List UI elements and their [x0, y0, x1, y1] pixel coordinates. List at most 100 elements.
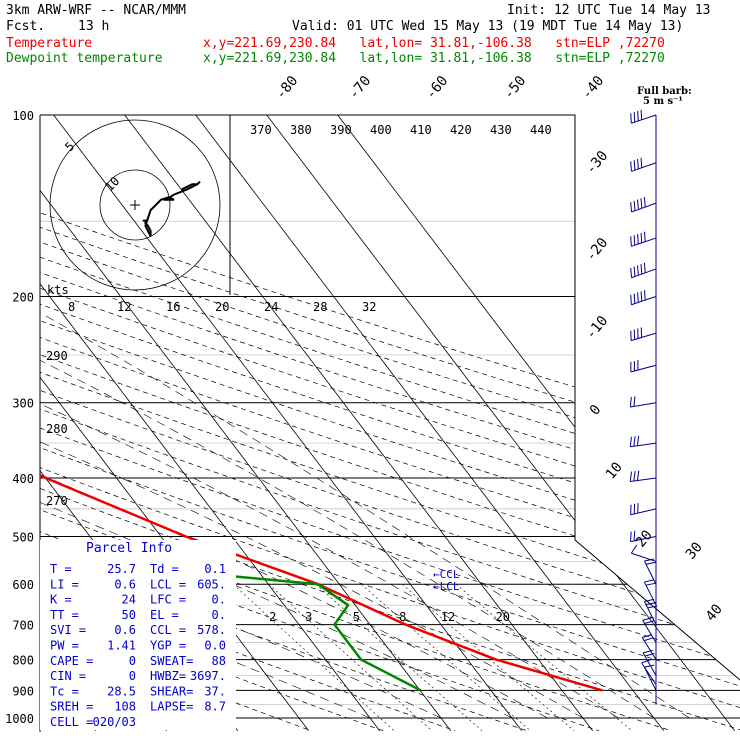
- wind-barb-shaft: [631, 268, 657, 279]
- wind-barb-flag: [644, 231, 646, 242]
- theta-left-label: 290: [46, 349, 68, 363]
- wind-barb-flag: [643, 197, 646, 208]
- wind-barb: [641, 659, 657, 685]
- pressure-tick-label: 700: [12, 619, 34, 633]
- isotherm-line: [266, 115, 735, 732]
- wind-barb-flag: [633, 266, 636, 277]
- parcel-info-key: Tc =: [50, 684, 79, 698]
- isotherm-line: [124, 115, 593, 732]
- wind-barb-shaft: [631, 114, 657, 124]
- wind-barb-flag: [643, 262, 646, 273]
- wind-barb-flag: [640, 109, 643, 120]
- parcel-info-value: 24: [122, 593, 136, 607]
- isotherm-label: -80: [273, 73, 302, 103]
- isotherm-label: 0: [587, 402, 605, 419]
- parcel-info-key: Td =: [150, 562, 179, 576]
- wind-barb-flag: [637, 292, 639, 303]
- ccl-marker: ←CCL: [433, 568, 460, 581]
- parcel-info-value: 50: [122, 608, 136, 622]
- theta-label: 400: [370, 123, 392, 137]
- isotherm-label: 30: [683, 539, 706, 562]
- parcel-info-value: 605.: [197, 577, 226, 591]
- wind-barb-flag: [633, 471, 636, 482]
- parcel-info-value: 020/03: [93, 715, 136, 729]
- barb-legend-title: Full barb:: [637, 86, 692, 97]
- parcel-info-key: PW =: [50, 639, 79, 653]
- pressure-tick-label: 200: [12, 291, 34, 305]
- wind-barb-flag: [640, 291, 643, 302]
- parcel-info-value: 0.: [212, 608, 226, 622]
- wind-barb-shaft: [642, 620, 657, 643]
- model-title: 3km ARW-WRF -- NCAR/MMM: [6, 3, 187, 18]
- theta-label: 440: [530, 123, 552, 137]
- hodograph-outer-ring: [49, 119, 221, 291]
- wind-barb-flag: [644, 620, 655, 624]
- pressure-tick-label: 800: [12, 654, 34, 668]
- wind-barb-flag: [629, 436, 632, 447]
- wind-barb-flag: [633, 112, 636, 123]
- parcel-info-key: CCL =: [150, 623, 186, 637]
- wind-barb: [641, 634, 657, 660]
- wind-barb-flag: [640, 232, 643, 243]
- wind-barb-flag: [640, 198, 643, 209]
- isotherm-line: [195, 115, 664, 732]
- pressure-tick-label: 900: [12, 684, 34, 698]
- wind-barb-flag: [630, 161, 632, 172]
- parcel-info-value: 3697.: [190, 669, 226, 683]
- wind-barb-flag: [633, 436, 636, 447]
- parcel-info-value: 0.1: [204, 562, 226, 576]
- wind-barb: [642, 617, 657, 643]
- theta-left-label: 280: [46, 422, 68, 436]
- hodograph-ring-label: 5: [62, 139, 77, 154]
- wind-barb-shaft: [630, 402, 657, 408]
- wind-barb-shaft: [631, 162, 657, 172]
- parcel-info-title: Parcel Info: [86, 541, 172, 556]
- parcel-info-key: LAPSE=: [150, 700, 193, 714]
- temperature-profile: [40, 115, 603, 692]
- plot-frame-top-right: [40, 114, 740, 681]
- wind-barb: [630, 262, 657, 279]
- wind-barb-flag: [644, 558, 655, 562]
- wind-barb: [630, 544, 657, 562]
- mixing-ratio-line: [315, 583, 483, 732]
- hodograph-inner-ring: [99, 169, 171, 241]
- mixing-ratio-label: 20: [496, 610, 510, 624]
- wind-barb-flag: [637, 110, 639, 121]
- wind-barb-shaft: [630, 508, 657, 516]
- parcel-info-key: SVI =: [50, 623, 86, 637]
- parcel-info-value: 0.6: [114, 623, 136, 637]
- wind-barb-flag: [637, 199, 639, 210]
- hodograph-speed-label: 12: [117, 300, 131, 314]
- wind-barb-flag: [644, 664, 655, 668]
- parcel-info-key: CAPE =: [50, 654, 93, 668]
- wind-barb-flag: [645, 582, 656, 586]
- theta-label: 390: [330, 123, 352, 137]
- temperature-legend: Temperature: [6, 36, 93, 51]
- mixing-ratio-label: 5: [353, 610, 360, 624]
- wind-barb-flag: [633, 293, 636, 304]
- wind-barb: [643, 664, 657, 691]
- theta-label: 420: [450, 123, 472, 137]
- parcel-info-value: 25.7: [107, 562, 136, 576]
- wind-barb-flag: [644, 579, 655, 583]
- theta-label: 410: [410, 123, 432, 137]
- wind-barb-flag: [647, 605, 658, 609]
- parcel-info-value: 0: [129, 654, 136, 668]
- parcel-info-value: 8.7: [204, 700, 226, 714]
- dry-adiabat-line: [40, 115, 740, 732]
- hodograph-speed-label: 20: [215, 300, 229, 314]
- parcel-info-value: 0.: [212, 593, 226, 607]
- moist-adiabat-line: [40, 220, 655, 719]
- pressure-tick-label: 500: [12, 530, 34, 544]
- dry-adiabat-line: [40, 115, 740, 732]
- wind-barb-shaft: [643, 666, 657, 691]
- hodograph-speed-label: 8: [68, 300, 75, 314]
- wind-barb: [630, 109, 657, 124]
- wind-barb-flag: [636, 470, 640, 481]
- dry-adiabat-line: [40, 115, 740, 732]
- wind-barb-flag: [645, 561, 656, 565]
- dry-adiabat-line: [40, 115, 740, 732]
- parcel-info-key: LI =: [50, 577, 79, 591]
- mixing-ratio-line: [268, 583, 433, 732]
- wind-barb-flag: [630, 294, 632, 305]
